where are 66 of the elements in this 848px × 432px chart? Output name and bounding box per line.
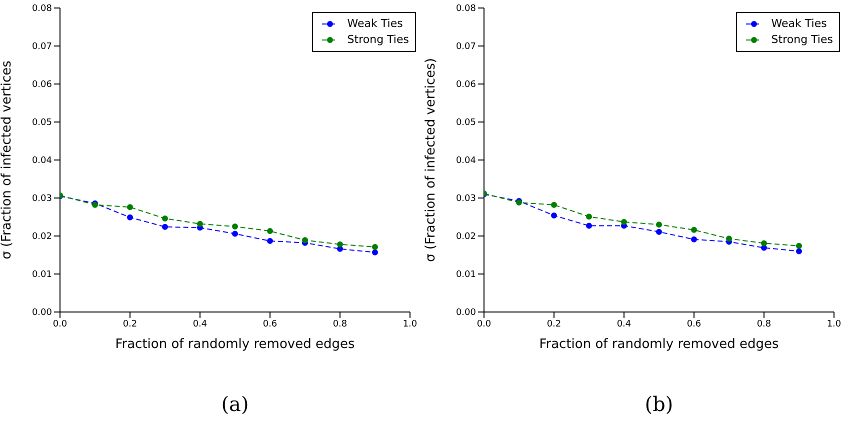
y-tick-label: 0.00 [32,308,52,318]
y-tick-label: 0.02 [32,232,52,242]
x-tick-label: 0.6 [686,319,702,330]
x-tick-label: 0.4 [192,319,208,330]
legend-label: Strong Ties [347,32,409,48]
point [127,214,133,220]
point [232,230,238,237]
y-tick-label: 0.06 [32,80,52,90]
point [232,224,238,230]
y-tick-label: 0.06 [456,80,476,90]
y-tick-label: 0.08 [32,4,52,14]
x-tick-label: 0.0 [476,319,492,330]
x-tick-label: 0.2 [546,319,562,330]
point [162,224,168,230]
x-axis-title: Fraction of randomly removed edges [539,337,780,352]
y-tick-label: 0.02 [456,232,476,242]
x-tick-label: 0.8 [332,319,348,330]
point [796,248,802,254]
point [551,202,557,208]
y-tick-label: 0.07 [32,42,52,52]
x-tick-label: 0.4 [616,319,632,330]
text: (a) [220,392,250,416]
text: (b) [644,392,674,416]
x-tick-label: 0.0 [52,319,68,330]
point [586,214,592,220]
point [267,238,273,244]
y-tick-label: 0.00 [456,308,476,318]
point [302,237,308,244]
y-tick-label: 0.04 [32,156,52,166]
point [162,216,168,222]
point [656,228,662,235]
point [796,242,802,249]
x-tick-label: 1.0 [826,319,842,330]
point [691,236,697,242]
y-tick-label: 0.08 [456,4,476,14]
y-tick-label: 0.07 [456,42,476,52]
point [127,204,133,210]
point [761,240,767,246]
point [372,249,378,256]
point [267,228,273,234]
legend-label: Weak Ties [347,16,403,32]
y-tick-label: 0.01 [32,270,52,280]
point [337,241,343,248]
y-tick-label: 0.05 [456,118,476,128]
y-tick-label: 0.01 [456,270,476,280]
x-tick-label: 0.6 [262,319,278,330]
point [621,218,627,225]
point [551,212,557,218]
legend-label: Strong Ties [771,32,833,48]
x-axis-title: Fraction of randomly removed edges [115,337,356,352]
y-tick-label: 0.03 [32,194,52,204]
legend-label: Weak Ties [771,16,827,32]
y-tick-label: 0.05 [32,118,52,128]
point [372,244,378,250]
y-tick-label: 0.03 [456,194,476,204]
y-tick-label: 0.04 [456,156,476,166]
point [586,222,592,229]
y-axis-title: σ (Fraction of infected vertices [0,60,15,260]
x-tick-label: 0.2 [122,319,138,330]
point [726,236,732,242]
point [691,226,697,233]
x-tick-label: 1.0 [402,319,418,330]
point [656,222,662,228]
point [197,220,203,227]
y-axis-title: σ (Fraction of infected vertices) [424,58,439,262]
x-tick-label: 0.8 [756,319,772,330]
